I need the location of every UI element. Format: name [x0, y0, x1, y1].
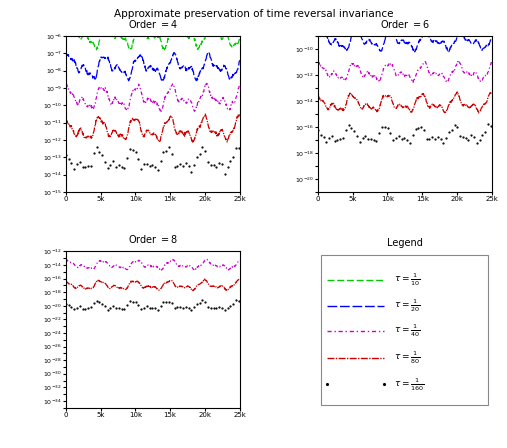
- Text: $\tau = \frac{1}{40}$: $\tau = \frac{1}{40}$: [394, 323, 421, 340]
- Title: Order $= 4$: Order $= 4$: [128, 17, 178, 30]
- Text: $\tau = \frac{1}{160}$: $\tau = \frac{1}{160}$: [394, 376, 425, 392]
- Text: $\tau = \frac{1}{80}$: $\tau = \frac{1}{80}$: [394, 349, 421, 366]
- Title: Order $= 8$: Order $= 8$: [128, 233, 178, 245]
- Title: Order $= 6$: Order $= 6$: [380, 17, 430, 30]
- Text: $\tau = \frac{1}{20}$: $\tau = \frac{1}{20}$: [394, 298, 421, 314]
- Title: Legend: Legend: [387, 238, 423, 248]
- Text: $\tau = \frac{1}{10}$: $\tau = \frac{1}{10}$: [394, 271, 421, 288]
- Text: Approximate preservation of time reversal invariance: Approximate preservation of time reversa…: [114, 9, 393, 19]
